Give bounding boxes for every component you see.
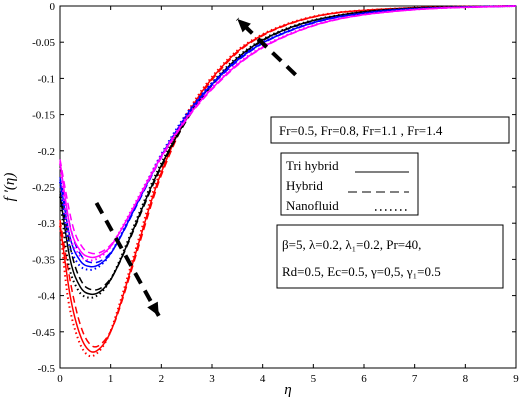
params-legend-box <box>276 224 504 289</box>
trend-arrows <box>94 17 297 317</box>
x-tick-label: 3 <box>209 373 215 385</box>
y-tick-label: 0 <box>50 1 56 13</box>
trend-arrow-down-shaft <box>94 201 161 317</box>
y-tick-label: -0.1 <box>38 73 55 85</box>
x-tick-label: 2 <box>159 373 165 385</box>
y-tick-label: -0.15 <box>32 110 55 122</box>
trend-arrow-up-head <box>237 19 251 33</box>
y-tick-label: -0.3 <box>38 218 56 230</box>
style-legend-label-tri-hybrid: Tri hybrid <box>286 158 339 173</box>
x-tick-label: 7 <box>412 373 418 385</box>
params-line-2: Rd=0.5, Ec=0.5, γ=0,5, γ₁=0.5 <box>282 264 441 279</box>
params-legend: β=5, λ=0.2, λ₁=0.2, Pr=40, Rd=0.5, Ec=0.… <box>276 224 504 289</box>
fr-legend: Fr=0.5, Fr=0.8, Fr=1.1 , Fr=1.4 <box>270 116 510 144</box>
x-tick-label: 0 <box>57 373 63 385</box>
x-tick-label: 5 <box>311 373 317 385</box>
style-legend-box <box>280 152 419 216</box>
style-legend-label-nanofluid: Nanofluid <box>286 198 339 213</box>
x-tick-label: 6 <box>361 373 367 385</box>
trend-arrow-down-head <box>147 301 159 316</box>
x-tick-label: 9 <box>513 373 519 385</box>
y-axis-title: f ′(η) <box>2 173 18 202</box>
y-tick-label: -0.5 <box>38 363 56 375</box>
y-tick-label: -0.45 <box>32 327 55 339</box>
x-axis-title: η <box>284 382 291 398</box>
series-line-3-nanofluid <box>59 5 517 271</box>
y-tick-label: -0.35 <box>32 254 55 266</box>
series-line-4-hybrid <box>59 5 517 255</box>
style-legend: Tri hybrid Hybrid Nanofluid <box>280 152 419 216</box>
x-tick-label: 8 <box>463 373 469 385</box>
fr-legend-box <box>270 116 510 144</box>
x-tick-label: 4 <box>260 373 266 385</box>
trend-arrow-up-shaft <box>235 17 297 77</box>
y-tick-label: -0.4 <box>38 291 56 303</box>
style-legend-label-hybrid: Hybrid <box>286 178 323 193</box>
x-tick-label: 1 <box>108 373 114 385</box>
axis-ticks: 0 1 2 3 4 5 6 7 8 9 0 -0.05 -0.1 -0.15 -0.2 -0.25 -0.3 -0… <box>32 1 519 385</box>
series-group <box>59 5 517 358</box>
y-tick-label: -0.25 <box>32 182 55 194</box>
fr-legend-text: Fr=0.5, Fr=0.8, Fr=1.1 , Fr=1.4 <box>279 123 443 138</box>
y-tick-label: -0.05 <box>32 37 55 49</box>
params-line-1: β=5, λ=0.2, λ₁=0.2, Pr=40, <box>282 237 421 252</box>
y-tick-label: -0.2 <box>38 146 55 158</box>
